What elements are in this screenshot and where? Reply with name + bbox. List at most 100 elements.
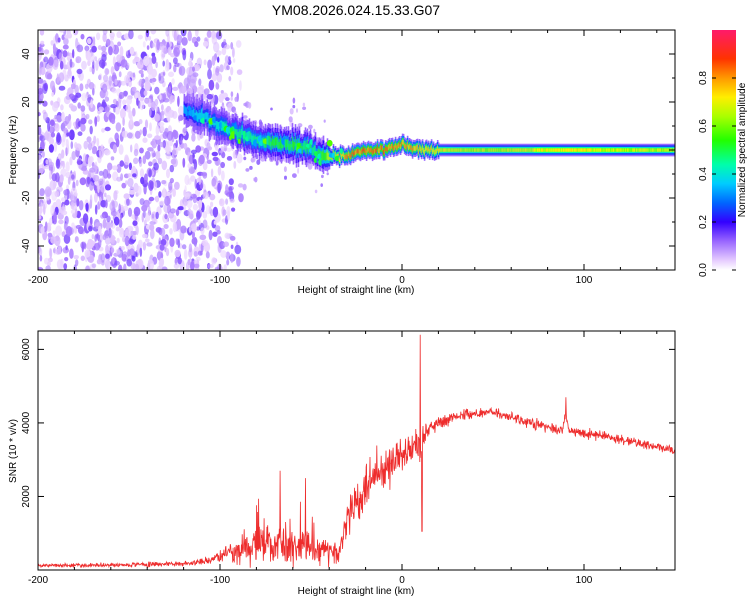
spectrogram-cell <box>63 234 71 244</box>
spectrogram-cell <box>233 125 236 134</box>
spectrogram-cell <box>169 228 173 235</box>
spectrogram-cell <box>293 142 296 150</box>
spectrogram-cell <box>155 227 162 233</box>
spectrogram-cell <box>218 122 223 129</box>
spectrogram-cell <box>663 148 665 152</box>
spectrogram-cell <box>239 130 242 140</box>
spectrogram-cell <box>84 83 89 90</box>
spectrogram-cell <box>190 261 195 270</box>
spectrogram-cell <box>158 200 166 206</box>
spectrogram-cell <box>149 224 155 231</box>
spectrogram-cell <box>612 148 614 152</box>
spectrogram-cell <box>66 132 72 137</box>
spectrogram-cell <box>538 148 540 152</box>
spectrogram-cell <box>555 148 557 152</box>
spectrogram-cell <box>542 148 544 152</box>
spectrogram-cell <box>184 174 190 186</box>
spectrogram-cell <box>453 148 456 152</box>
spectrogram-cell <box>317 148 320 156</box>
spectrogram-cell <box>357 148 360 154</box>
spectrogram-cell <box>662 148 664 152</box>
spectrogram-cell <box>235 40 242 48</box>
spectrogram-cell <box>40 40 45 45</box>
spectrogram-cell <box>71 222 75 229</box>
spectrogram-cell <box>118 144 124 155</box>
spectrogram-cell <box>205 112 208 120</box>
spectrogram-cell <box>215 81 219 88</box>
spectrogram-cell <box>190 223 197 233</box>
spectrogram-cell <box>447 148 450 152</box>
spectrogram-cell <box>247 131 250 141</box>
spectrogram-cell <box>175 208 180 217</box>
spectrogram-cell <box>595 148 597 152</box>
spectrogram-cell <box>225 251 231 260</box>
spectrogram-cell <box>206 112 209 123</box>
spectrogram-cell <box>124 235 130 247</box>
spectrogram-cell <box>173 30 177 41</box>
spectrogram-cell <box>70 83 76 90</box>
spectrogram-cell <box>122 99 127 106</box>
spectrogram-cell <box>202 113 205 121</box>
spectrogram-cell <box>63 127 67 134</box>
spectrogram-cell <box>221 170 225 181</box>
spectrogram-cell <box>379 145 382 150</box>
spectrogram-cell <box>582 148 584 152</box>
spectrogram-cell <box>471 148 474 152</box>
snr-ylabel: SNR (10 * v/v) <box>8 419 19 483</box>
spectrogram-cell <box>236 256 241 267</box>
spectrogram-cell <box>520 148 523 152</box>
spectrogram-cell <box>125 180 128 186</box>
spectrogram-cell <box>470 148 473 152</box>
spectrogram-cell <box>206 30 212 38</box>
spectrogram-cell <box>223 147 227 152</box>
spectrogram-cell <box>493 148 496 152</box>
spectrogram-cell <box>250 133 253 143</box>
spectrogram-cell <box>544 148 546 152</box>
spectrogram-cell <box>332 150 335 155</box>
spectrogram-cell <box>73 255 79 260</box>
spectrogram-cell <box>600 148 602 152</box>
spectrogram-cell <box>159 141 166 148</box>
spectrogram-cell <box>62 160 65 169</box>
spectrogram-cell <box>144 81 151 91</box>
spectrogram-cell <box>461 148 464 152</box>
spectrogram-cell <box>102 83 108 94</box>
spectrogram-cell <box>216 120 219 129</box>
spectrogram-cell <box>143 90 148 97</box>
spectrogram-cell <box>38 247 43 257</box>
spectrogram-cell <box>256 136 259 144</box>
spectrogram-cell <box>381 145 384 151</box>
spectrogram-cell <box>183 249 188 260</box>
spectrogram-cell <box>177 146 182 151</box>
spectrogram-cell <box>155 125 160 136</box>
spectrogram-cell <box>551 148 553 152</box>
spectrogram-cell <box>161 180 167 185</box>
spectrogram-cell <box>60 210 68 216</box>
spectrogram-cell <box>198 243 202 253</box>
spectrogram-cell <box>54 114 57 120</box>
spectrogram-cell <box>605 148 607 152</box>
spectrogram-cell <box>590 148 592 152</box>
colorbar-gradient <box>712 30 736 270</box>
spectrogram-cell <box>229 235 236 241</box>
spectrogram-cell <box>376 145 379 150</box>
spectrogram-cell <box>418 145 421 150</box>
spectrogram-cell <box>201 239 209 247</box>
spectrogram-cell <box>120 80 127 86</box>
spectrogram-cell <box>372 148 375 154</box>
spectrogram-cell <box>589 148 591 152</box>
spectrogram-cell <box>243 134 246 144</box>
spectrogram-cell <box>93 135 97 144</box>
spectrogram-cell <box>223 241 230 247</box>
spectrogram-cell <box>207 68 212 80</box>
spectrogram-cell <box>50 236 57 244</box>
spectrogram-cell <box>48 161 54 167</box>
spectrogram-cell <box>118 218 123 228</box>
spectrogram-cell <box>131 255 136 262</box>
spectrogram-cell <box>266 136 269 145</box>
spectrogram-cell <box>231 207 236 212</box>
spectrogram-cell <box>43 56 49 63</box>
spectrogram-cell <box>631 148 633 152</box>
